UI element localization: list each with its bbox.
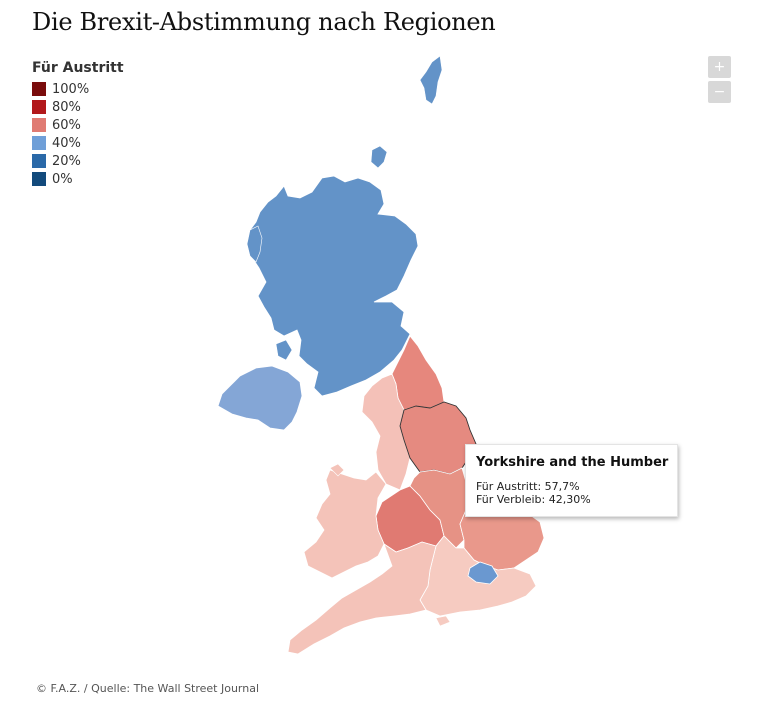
- legend-label: 80%: [52, 99, 81, 115]
- legend-swatch: [32, 136, 46, 150]
- legend-item: 40%: [32, 134, 124, 152]
- region-scotland-hebrides: [246, 225, 263, 263]
- tooltip-remain-value: Für Verbleib: 42,30%: [476, 493, 591, 506]
- region-london[interactable]: [467, 561, 499, 585]
- region-scotland-islay: [275, 339, 293, 361]
- region-tooltip: Yorkshire and the Humber Für Austritt: 5…: [465, 444, 678, 517]
- legend-swatch: [32, 172, 46, 186]
- tooltip-title: Yorkshire and the Humber: [476, 455, 669, 470]
- legend-item: 20%: [32, 152, 124, 170]
- page-title: Die Brexit-Abstimmung nach Regionen: [32, 8, 496, 36]
- legend-swatch: [32, 100, 46, 114]
- legend-title: Für Austritt: [32, 60, 124, 76]
- region-wales[interactable]: [303, 469, 387, 579]
- legend-label: 20%: [52, 153, 81, 169]
- legend-label: 60%: [52, 117, 81, 133]
- legend-item: 0%: [32, 170, 124, 188]
- legend-label: 0%: [52, 171, 73, 187]
- legend-swatch: [32, 118, 46, 132]
- zoom-in-button[interactable]: +: [708, 56, 731, 78]
- legend-item: 100%: [32, 80, 124, 98]
- zoom-out-button[interactable]: −: [708, 81, 731, 103]
- region-isle-of-wight: [435, 615, 451, 627]
- legend-item: 80%: [32, 98, 124, 116]
- region-wales-anglesey: [329, 463, 345, 477]
- region-scotland-orkney: [370, 145, 388, 169]
- source-credit: © F.A.Z. / Quelle: The Wall Street Journ…: [36, 682, 260, 695]
- zoom-controls: + −: [708, 56, 731, 106]
- legend-label: 40%: [52, 135, 81, 151]
- tooltip-leave-value: Für Austritt: 57,7%: [476, 480, 580, 493]
- legend-label: 100%: [52, 81, 90, 97]
- legend-swatch: [32, 82, 46, 96]
- legend: Für Austritt 100% 80% 60% 40% 20% 0%: [32, 60, 124, 188]
- region-scotland-shetland: [419, 55, 443, 105]
- region-scotland[interactable]: [247, 175, 419, 397]
- region-south-west[interactable]: [287, 541, 437, 655]
- region-northern-ireland[interactable]: [217, 365, 303, 431]
- legend-item: 60%: [32, 116, 124, 134]
- legend-swatch: [32, 154, 46, 168]
